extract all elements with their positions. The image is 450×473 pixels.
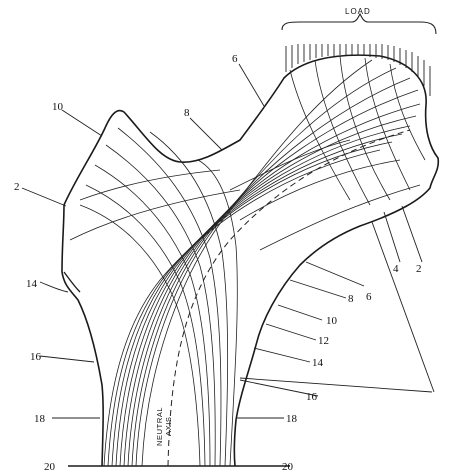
label-2-right: 2 bbox=[416, 263, 422, 275]
label-18-left: 18 bbox=[34, 413, 46, 425]
label-10-right: 10 bbox=[326, 315, 338, 327]
neutral-axis-label: NEUTRAL AXIS bbox=[155, 407, 173, 446]
label-14-left: 14 bbox=[26, 278, 38, 290]
inner-notch-edge bbox=[63, 271, 81, 293]
label-8-top: 8 bbox=[184, 107, 190, 119]
label-20-left: 20 bbox=[44, 461, 56, 473]
neutral-axis-word-2: AXIS bbox=[164, 417, 173, 437]
label-8-right: 8 bbox=[348, 293, 354, 305]
neutral-axis-line bbox=[167, 129, 411, 467]
head-cross-lines bbox=[69, 55, 426, 251]
load-hatching bbox=[285, 44, 431, 96]
label-6-right: 6 bbox=[366, 291, 372, 303]
neutral-axis-word-1: NEUTRAL bbox=[155, 407, 164, 446]
label-6-top: 6 bbox=[232, 53, 238, 65]
label-4-right: 4 bbox=[393, 263, 399, 275]
bone-outline bbox=[61, 54, 440, 467]
tension-trajectories bbox=[79, 127, 238, 467]
label-16-right: 16 bbox=[306, 391, 318, 403]
label-10-top: 10 bbox=[52, 101, 64, 113]
label-20-right: 20 bbox=[282, 461, 294, 473]
load-label: LOAD bbox=[345, 7, 371, 16]
compression-trajectories bbox=[103, 59, 421, 467]
label-18-right: 18 bbox=[286, 413, 298, 425]
load-brace bbox=[281, 12, 437, 35]
label-14-right: 14 bbox=[312, 357, 324, 369]
label-12-right: 12 bbox=[318, 335, 329, 347]
label-2-left: 2 bbox=[14, 181, 20, 193]
leader-lines bbox=[21, 63, 435, 419]
label-16-left: 16 bbox=[30, 351, 42, 363]
